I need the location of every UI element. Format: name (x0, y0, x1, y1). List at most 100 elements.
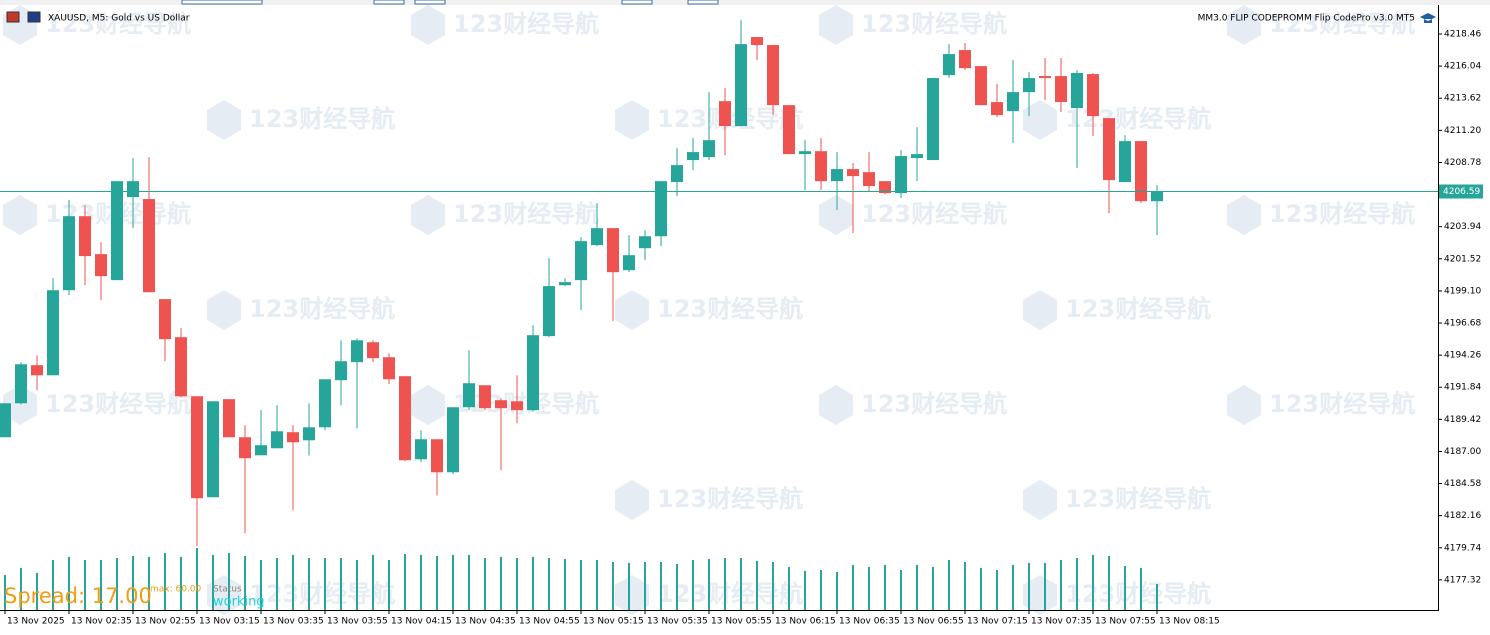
watermark-logo (207, 290, 241, 330)
current-price-box (1439, 184, 1483, 199)
candle-body (1151, 191, 1163, 202)
candle-body (703, 140, 715, 158)
candle-body (543, 286, 555, 337)
x-tick-label: 13 Nov 05:35 (647, 617, 708, 627)
y-tick-label: 4218.46 (1444, 30, 1481, 40)
y-tick-label: 4213.62 (1444, 94, 1481, 104)
y-tick-label: 4196.68 (1444, 318, 1481, 328)
toolbar-tab[interactable] (181, 0, 263, 5)
candle-body (943, 54, 955, 76)
x-tick-label: 13 Nov 04:55 (519, 617, 580, 627)
candle-body (879, 181, 891, 194)
watermark: 123财经导航 (861, 10, 1007, 38)
y-tick-label: 4201.52 (1444, 254, 1481, 264)
candle-body (1119, 141, 1131, 183)
candle-body (735, 44, 747, 127)
x-tick-label: 13 Nov 03:15 (199, 617, 260, 627)
candle-body (751, 37, 763, 46)
status-value: working (213, 595, 265, 610)
x-tick-label: 13 Nov 05:15 (583, 617, 644, 627)
candle-body (831, 169, 843, 182)
current-price-label: 4206.59 (1443, 187, 1480, 197)
watermark: 123财经导航 (657, 580, 803, 608)
watermark: 123财经导航 (249, 295, 395, 323)
candle-body (367, 342, 379, 359)
candle-body (15, 364, 27, 404)
candle-body (271, 431, 283, 449)
candle-body (255, 445, 267, 456)
candle-body (559, 282, 571, 286)
candle-body (1071, 73, 1083, 109)
watermark-logo (411, 385, 445, 425)
candle-body (655, 181, 667, 237)
candle-body (591, 228, 603, 246)
candle-body (511, 401, 523, 411)
x-tick-label: 13 Nov 02:55 (135, 617, 196, 627)
toolbar-strip (0, 0, 1490, 5)
candle-body (895, 156, 907, 194)
y-tick-label: 4182.16 (1444, 511, 1481, 521)
candle-body (1055, 76, 1067, 103)
toolbar-tab[interactable] (414, 0, 446, 5)
candle-body (719, 101, 731, 127)
candle-body (575, 241, 587, 281)
y-tick-label: 4184.58 (1444, 479, 1481, 489)
watermark-logo (411, 195, 445, 235)
candle-body (463, 383, 475, 408)
candle-body (31, 365, 43, 376)
watermark: 123财经导航 (45, 390, 191, 418)
candle-body (863, 172, 875, 187)
x-tick-label: 13 Nov 04:35 (455, 617, 516, 627)
candle-body (991, 102, 1003, 116)
watermark-logo (615, 575, 649, 615)
x-tick-label: 13 Nov 07:15 (967, 617, 1028, 627)
watermarks: 123财经导航 123财经导航 123财经导航 123财经导航 123财经导航 123财经… (3, 5, 1415, 615)
candle-body (623, 255, 635, 271)
x-tick-label: 13 Nov 03:55 (327, 617, 388, 627)
candle-body (1007, 92, 1019, 112)
candle-body (959, 50, 971, 69)
candle-body (479, 385, 491, 409)
watermark-logo (3, 195, 37, 235)
y-tick-label: 4211.20 (1444, 126, 1481, 136)
menu-icon[interactable] (6, 11, 20, 23)
watermark: 123财经导航 (1269, 200, 1415, 228)
watermark: 123财经导航 (453, 10, 599, 38)
watermark: 123财经导航 (1269, 10, 1415, 38)
candle-body (159, 299, 171, 340)
candle-body (399, 376, 411, 461)
candle-body (1103, 118, 1115, 181)
watermark: 123财经导航 (453, 390, 599, 418)
watermark-logo (1023, 290, 1057, 330)
x-tick-label: 13 Nov 02:35 (71, 617, 132, 627)
watermark-logo (1227, 385, 1261, 425)
toolbar-tab[interactable] (373, 0, 405, 5)
watermark-logo (615, 480, 649, 520)
chart-icon[interactable] (27, 11, 41, 23)
y-tick-label: 4203.94 (1444, 222, 1481, 232)
candle-body (1023, 78, 1035, 93)
candle-body (127, 181, 139, 198)
candle-body (847, 169, 859, 177)
candle-body (207, 401, 219, 498)
watermark-logo (1023, 480, 1057, 520)
watermark: 123财经导航 (657, 295, 803, 323)
chart-title: XAUUSD, M5: Gold vs US Dollar (48, 14, 190, 24)
candle-body (303, 427, 315, 441)
toolbar-tab[interactable] (687, 0, 719, 5)
toolbar-tab[interactable] (621, 0, 653, 5)
y-tick-label: 4194.26 (1444, 351, 1481, 361)
candle-body (415, 439, 427, 460)
candle-body (143, 199, 155, 293)
candle-body (687, 152, 699, 161)
y-tick-label: 4187.00 (1444, 447, 1481, 457)
candle-body (975, 66, 987, 106)
candle-body (639, 236, 651, 249)
watermark: 123财经导航 (249, 105, 395, 133)
candle-body (767, 45, 779, 106)
spread-text: Spread: 17.00 (4, 584, 152, 608)
candle-body (287, 432, 299, 443)
y-tick-label: 4177.32 (1444, 575, 1481, 585)
